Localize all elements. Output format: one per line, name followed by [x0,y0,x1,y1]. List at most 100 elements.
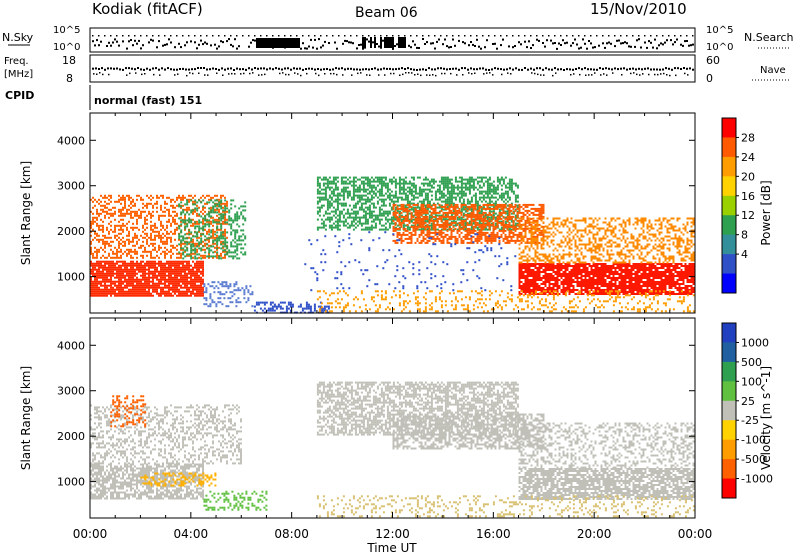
power-cbar-frame [721,117,737,294]
power-region-9 [316,290,695,313]
power-region-10 [304,231,517,292]
nsky-marks [92,35,694,50]
nsky-panel [89,27,696,53]
velocity-cbar-label-1: 500 [741,356,762,369]
velocity-ytick-label-3: 4000 [57,339,85,352]
nsearch-tick-top: 10^5 [706,25,733,36]
velocity-region-0 [90,463,204,500]
freq-label-1: Freq. [4,56,29,67]
power-cbar-label-2: 20 [741,170,755,183]
velocity-cbar-label-2: 100 [741,375,762,388]
velocity-colorbar: 1000 500 100 25 -25 -100 -500 -1000 [721,322,773,499]
freq-panel [89,54,696,83]
velocity-cbar-label-3: 25 [741,395,755,408]
time-tick-label-6: 00:00 [678,527,713,541]
velocity-cbar-swatch-7 [722,459,736,480]
station-title: Kodiak (fitACF) [92,0,203,18]
power-colorbar: 28 24 20 16 12 8 4 [721,117,755,294]
power-cbar-swatch-6 [722,234,736,255]
time-tick-label-0: 00:00 [73,527,108,541]
power-region-2 [178,199,247,260]
velocity-cbar-swatch-0 [722,323,736,343]
velocity-cbar-swatch-3 [722,381,736,402]
power-region-8 [518,217,695,264]
nave-tick-bottom: 0 [706,72,713,85]
velocity-ytick-label-0: 1000 [57,476,85,489]
velocity-cbar-label-7: -1000 [741,473,773,486]
nave-label: Nave [760,65,786,76]
power-region-3 [203,281,254,308]
freq-tick-top: 18 [62,54,76,67]
power-ytick-label-3: 4000 [57,134,85,147]
power-cbar-swatch-3 [722,176,736,197]
power-region-6 [392,203,545,244]
power-cbar-label-4: 12 [741,209,755,222]
time-tick-label-1: 04:00 [174,527,209,541]
power-cbar-swatch-7 [722,254,736,275]
power-data [90,176,695,314]
velocity-cbar-frame [721,322,737,499]
velocity-ytick-label-2: 3000 [57,385,85,398]
velocity-cbar-label-0: 1000 [741,336,769,349]
velocity-region-2 [110,395,147,428]
power-ytick-label-1: 2000 [57,225,85,238]
velocity-cbar-swatch-2 [722,361,736,382]
nsearch-tick-bottom: 10^0 [706,42,733,53]
power-cbar-swatch-4 [722,195,736,216]
nave-tick-top: 60 [706,54,720,67]
power-cbar-swatch-2 [722,156,736,177]
freq-tick-bottom: 8 [66,72,73,85]
time-tick-label-5: 20:00 [577,527,612,541]
power-ytick-label-2: 3000 [57,180,85,193]
power-cbar-label-5: 8 [741,229,748,242]
power-cbar-swatch-0 [722,118,736,138]
velocity-region-1 [90,404,242,465]
power-ylabel: Slant Range [km] [19,161,33,265]
power-cbar-swatch-1 [722,137,736,158]
velocity-data [90,381,695,518]
power-region-0 [90,260,204,297]
time-tick-label-3: 12:00 [375,527,410,541]
velocity-region-8 [518,422,695,469]
power-cbar-label-6: 4 [741,248,748,261]
nsky-label: N.Sky [2,31,34,44]
power-cbar-label-1: 24 [741,151,755,164]
power-region-7 [518,263,695,295]
velocity-axes: 1000 2000 3000 4000 [57,318,696,518]
velocity-region-4 [203,490,268,511]
velocity-cbar-label-5: -100 [741,434,766,447]
power-cbar-label-3: 16 [741,190,755,203]
power-cbar-label-0: 28 [741,131,755,144]
power-axes: 1000 2000 3000 4000 [57,113,696,313]
velocity-region-7 [518,468,695,500]
time-axis-labels: 00:00 04:00 08:00 12:00 16:00 20:00 00:00 [73,527,713,541]
cpid-value: normal (fast) 151 [94,94,202,107]
velocity-ytick-label-1: 2000 [57,430,85,443]
velocity-cbar-swatch-4 [722,400,736,421]
velocity-ylabel: Slant Range [km] [19,366,33,470]
time-xlabel: Time UT [366,541,417,554]
nsearch-label: N.Search [744,31,794,44]
velocity-cbar-swatch-8 [722,478,736,499]
velocity-region-9 [316,495,695,518]
velocity-cbar-label-4: -25 [741,414,759,427]
velocity-cbar-label: Velocity [m s^-1] [759,366,773,470]
velocity-cbar-swatch-5 [722,420,736,441]
cpid-label: CPID [5,89,34,102]
time-tick-label-2: 08:00 [274,527,309,541]
freq-marks [92,67,694,77]
velocity-cbar-swatch-6 [722,439,736,460]
freq-label-2: [MHz] [4,69,33,80]
power-cbar-label: Power [dB] [759,180,773,245]
nsky-tick-bottom: 10^0 [53,42,80,53]
velocity-region-3 [140,472,217,487]
beam-title: Beam 06 [355,5,418,21]
velocity-cbar-label-6: -500 [741,453,766,466]
time-tick-label-4: 16:00 [476,527,511,541]
power-cbar-swatch-5 [722,215,736,236]
power-region-1 [90,194,228,259]
velocity-cbar-swatch-1 [722,342,736,363]
date-title: 15/Nov/2010 [590,0,687,18]
nsky-tick-top: 10^5 [53,25,80,36]
